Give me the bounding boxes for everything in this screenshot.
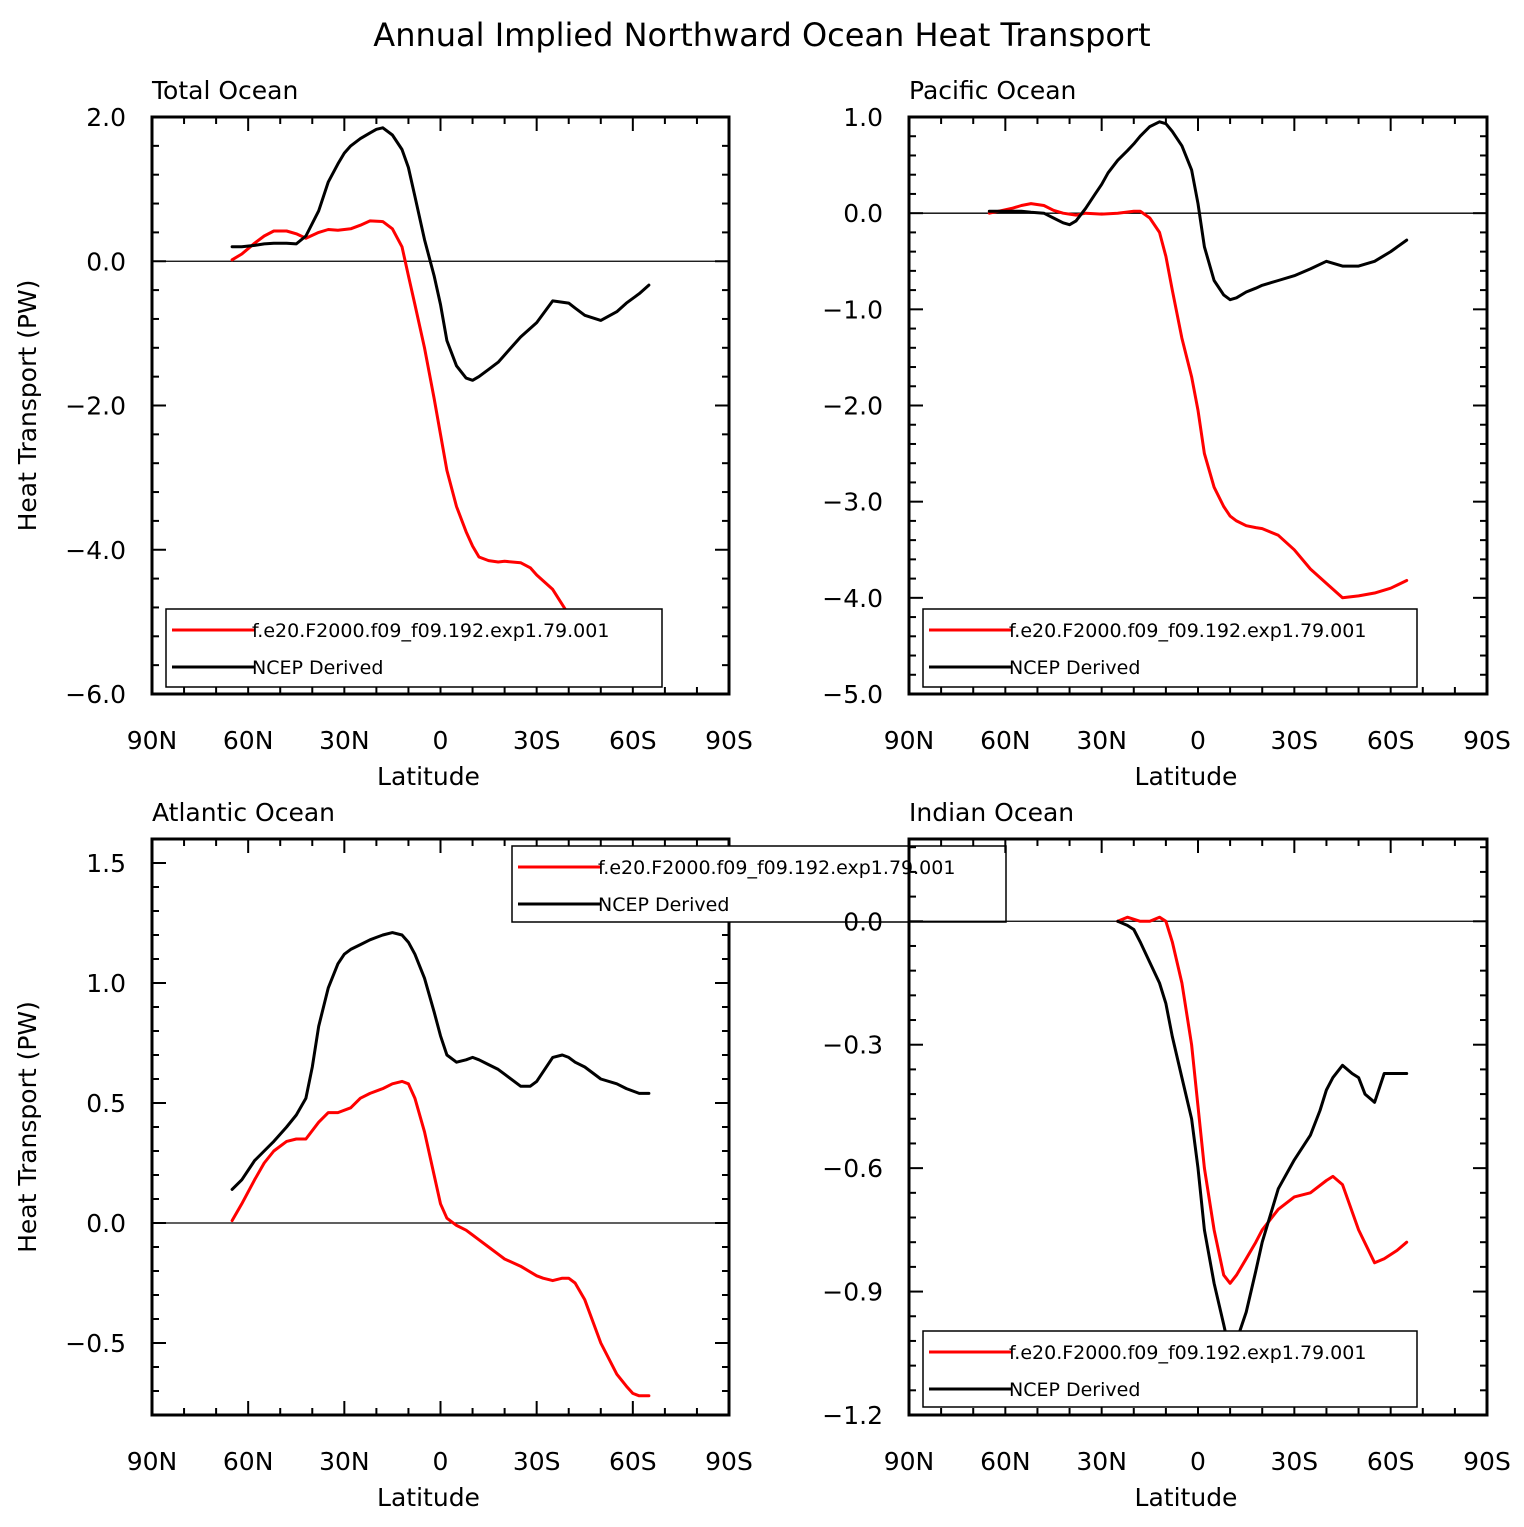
atlantic-ocean-xtick-label: 30S <box>513 1447 561 1476</box>
indian-ocean-xtick-label: 30S <box>1270 1447 1318 1476</box>
atlantic-ocean-legend: f.e20.F2000.f09_f09.192.exp1.79.001 NCEP … <box>511 845 1007 923</box>
pacific-ocean-legend: f.e20.F2000.f09_f09.192.exp1.79.001 NCEP … <box>922 608 1418 688</box>
total-ocean-series-model <box>230 219 651 656</box>
total-ocean-xtick-label: 90S <box>705 726 753 755</box>
atlantic-ocean-series-ncep <box>230 931 651 1191</box>
atlantic-ocean-xtick-label: 0 <box>433 1447 449 1476</box>
pacific-ocean-ytick-label: −2.0 <box>822 392 883 421</box>
indian-ocean-ytick-label: 0.0 <box>843 907 883 936</box>
pacific-ocean-xlabel: Latitude <box>1135 762 1238 791</box>
indian-ocean-frame <box>907 837 1489 1417</box>
total-ocean-xtick-label: 0 <box>433 726 449 755</box>
atlantic-ocean-xtick-label: 60N <box>223 1447 274 1476</box>
atlantic-ocean-title: Atlantic Ocean <box>152 798 335 827</box>
indian-ocean-ytick-label: −0.3 <box>822 1031 883 1060</box>
atlantic-ocean-series-model <box>230 1079 651 1398</box>
total-ocean-panel: Total Ocean −6.0 −4.0 −2.0 0.0 2.0 90N 60N 30N 0 3… <box>13 76 753 791</box>
atlantic-ocean-ytick-label: 0.0 <box>86 1209 126 1238</box>
total-ocean-legend-label: f.e20.F2000.f09_f09.192.exp1.79.001 <box>252 620 609 642</box>
total-ocean-legend: f.e20.F2000.f09_f09.192.exp1.79.001 NCEP … <box>165 608 663 688</box>
indian-ocean-series-ncep <box>1116 919 1409 1355</box>
pacific-ocean-xtick-label: 90N <box>884 726 935 755</box>
pacific-ocean-ytick-label: −5.0 <box>822 680 883 709</box>
indian-ocean-legend: f.e20.F2000.f09_f09.192.exp1.79.001 NCEP … <box>922 1330 1418 1408</box>
pacific-ocean-legend-box <box>922 608 1418 688</box>
atlantic-ocean-xlabel: Latitude <box>377 1483 480 1512</box>
pacific-ocean-xtick-label: 90S <box>1463 726 1511 755</box>
total-ocean-legend-box <box>165 608 663 688</box>
total-ocean-xtick-label: 90N <box>127 726 178 755</box>
indian-ocean-legend-label: NCEP Derived <box>1009 1379 1140 1401</box>
indian-ocean-xtick-label: 30N <box>1076 1447 1127 1476</box>
pacific-ocean-ytick-label: 0.0 <box>843 199 883 228</box>
atlantic-ocean-legend-label: NCEP Derived <box>598 894 729 916</box>
total-ocean-xlabel: Latitude <box>377 762 480 791</box>
atlantic-ocean-xtick-label: 60S <box>609 1447 657 1476</box>
indian-ocean-xtick-label: 90N <box>884 1447 935 1476</box>
indian-ocean-legend-label: f.e20.F2000.f09_f09.192.exp1.79.001 <box>1009 1342 1366 1364</box>
figure-title: Annual Implied Northward Ocean Heat Tran… <box>373 16 1150 54</box>
atlantic-ocean-ytick-label: −0.5 <box>65 1329 126 1358</box>
pacific-ocean-xtick-label: 30S <box>1270 726 1318 755</box>
indian-ocean-ytick-label: −0.9 <box>822 1278 883 1307</box>
pacific-ocean-xtick-label: 60N <box>980 726 1031 755</box>
atlantic-ocean-ylabel: Heat Transport (PW) <box>13 1001 42 1253</box>
indian-ocean-ytick-label: −1.2 <box>822 1401 883 1430</box>
pacific-ocean-xtick-label: 60S <box>1367 726 1415 755</box>
total-ocean-xtick-label: 60S <box>609 726 657 755</box>
indian-ocean-xlabel: Latitude <box>1135 1483 1238 1512</box>
total-ocean-ytick-label: 2.0 <box>86 103 126 132</box>
indian-ocean-xtick-label: 60S <box>1367 1447 1415 1476</box>
pacific-ocean-ytick-label: −3.0 <box>822 488 883 517</box>
total-ocean-ylabel: Heat Transport (PW) <box>13 280 42 532</box>
total-ocean-ytick-label: −6.0 <box>65 680 126 709</box>
indian-ocean-xtick-label: 90S <box>1463 1447 1511 1476</box>
indian-ocean-title: Indian Ocean <box>909 798 1074 827</box>
total-ocean-series-ncep <box>230 126 651 382</box>
indian-ocean-xtick-label: 0 <box>1190 1447 1206 1476</box>
total-ocean-legend-label: NCEP Derived <box>252 657 383 679</box>
pacific-ocean-xtick-label: 0 <box>1190 726 1206 755</box>
atlantic-ocean-ytick-label: 1.0 <box>86 969 126 998</box>
pacific-ocean-ytick-label: −1.0 <box>822 295 883 324</box>
indian-ocean-xtick-label: 60N <box>980 1447 1031 1476</box>
total-ocean-ytick-label: −4.0 <box>65 536 126 565</box>
pacific-ocean-frame <box>907 115 1489 696</box>
pacific-ocean-xtick-label: 30N <box>1076 726 1127 755</box>
atlantic-ocean-xtick-label: 90S <box>705 1447 753 1476</box>
total-ocean-ytick-label: 0.0 <box>86 247 126 276</box>
atlantic-ocean-frame <box>150 837 731 1417</box>
atlantic-ocean-legend-label: f.e20.F2000.f09_f09.192.exp1.79.001 <box>598 857 955 879</box>
total-ocean-title: Total Ocean <box>151 76 298 105</box>
indian-ocean-panel: Indian Ocean −1.2 −0.9 −0.6 −0.3 0.0 90N 60N 30N… <box>822 798 1511 1512</box>
pacific-ocean-legend-label: NCEP Derived <box>1009 657 1140 679</box>
atlantic-ocean-xtick-label: 30N <box>319 1447 370 1476</box>
pacific-ocean-ytick-label: −4.0 <box>822 584 883 613</box>
total-ocean-xtick-label: 30S <box>513 726 561 755</box>
indian-ocean-legend-box <box>922 1330 1418 1408</box>
pacific-ocean-series-ncep <box>987 120 1409 302</box>
total-ocean-ytick-label: −2.0 <box>65 392 126 421</box>
pacific-ocean-series-model <box>987 202 1409 600</box>
indian-ocean-ytick-label: −0.6 <box>822 1154 883 1183</box>
atlantic-ocean-legend-box <box>511 845 1007 923</box>
atlantic-ocean-xtick-label: 90N <box>127 1447 178 1476</box>
total-ocean-xtick-label: 60N <box>223 726 274 755</box>
indian-ocean-series-model <box>1116 915 1409 1285</box>
pacific-ocean-title: Pacific Ocean <box>909 76 1076 105</box>
total-ocean-xtick-label: 30N <box>319 726 370 755</box>
atlantic-ocean-panel: Atlantic Ocean −0.5 0.0 0.5 1.0 1.5 90N 60N 30N 0… <box>13 798 1007 1512</box>
total-ocean-frame <box>150 115 731 696</box>
pacific-ocean-ytick-label: 1.0 <box>843 103 883 132</box>
atlantic-ocean-ytick-label: 0.5 <box>86 1089 126 1118</box>
pacific-ocean-legend-label: f.e20.F2000.f09_f09.192.exp1.79.001 <box>1009 620 1366 642</box>
atlantic-ocean-ytick-label: 1.5 <box>86 849 126 878</box>
pacific-ocean-panel: Pacific Ocean −5.0 −4.0 −3.0 −2.0 −1.0 0.0 1.0 9… <box>822 76 1511 791</box>
